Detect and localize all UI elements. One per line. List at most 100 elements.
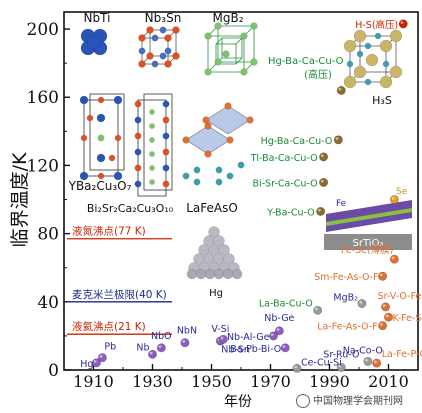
- atom-icon: [240, 68, 248, 76]
- data-point-highlight: [335, 137, 339, 140]
- atom-icon: [162, 180, 170, 188]
- data-label: Na-Co-O: [343, 345, 383, 356]
- atom-icon: [151, 34, 159, 42]
- atom-icon: [134, 164, 142, 172]
- se-layer: [326, 208, 412, 226]
- data-point: [333, 135, 343, 145]
- data-point: [357, 299, 367, 309]
- data-point: [313, 305, 323, 315]
- data-point-highlight: [400, 21, 404, 25]
- atom-icon: [162, 164, 170, 172]
- x-tick-label: 1990: [309, 372, 350, 391]
- atom-icon: [149, 137, 155, 143]
- atom-icon: [149, 109, 155, 115]
- atom-icon: [389, 65, 403, 79]
- data-label: V-Si: [211, 324, 229, 335]
- atom-icon: [346, 60, 354, 68]
- data-point-highlight: [220, 336, 224, 340]
- atom-icon: [86, 114, 94, 122]
- atom-icon: [134, 132, 142, 140]
- atom-icon: [162, 132, 170, 140]
- crystal-label: Hg: [209, 288, 223, 299]
- atom-icon: [240, 32, 248, 40]
- atom-icon: [162, 100, 170, 108]
- crystal-label: Bi₂Sr₂Ca₂Cu₃O₁₀: [87, 202, 174, 215]
- atom-icon: [215, 166, 223, 174]
- data-point-highlight: [365, 358, 368, 362]
- mercury-atom-icon: [208, 226, 220, 238]
- nb3sn-structure-icon: [138, 26, 180, 68]
- data-label: Tl-Ba-Ca-Cu-O: [250, 153, 318, 164]
- data-label: Fe-Se(薄膜): [341, 244, 394, 256]
- srtio3-label: SrTiO₃: [353, 238, 384, 249]
- crystal-label: (高压): [304, 68, 332, 81]
- atom-icon: [96, 113, 106, 123]
- atom-icon: [343, 39, 357, 53]
- y-tick-label: 160: [27, 88, 59, 108]
- data-point: [378, 271, 388, 281]
- atom-icon: [113, 95, 123, 105]
- atom-icon: [164, 34, 172, 42]
- x-tick-label: 2010: [368, 372, 409, 391]
- data-label: La-Fe-P-O: [382, 349, 422, 360]
- data-label: Nb-Al-Ge: [227, 332, 270, 343]
- data-point-highlight: [282, 345, 286, 348]
- mercury-atom-icon: [223, 253, 235, 265]
- atom-icon: [80, 134, 88, 142]
- data-point: [363, 356, 373, 366]
- axes: 0 40 80 120 160 200 1910 1930 1950 1970 1990 2010: [27, 11, 419, 391]
- h3s-structure-icon: [343, 29, 403, 89]
- atom-icon: [164, 47, 172, 55]
- mercury-atom-icon: [186, 268, 198, 280]
- data-point-highlight: [359, 300, 363, 304]
- atom-icon: [138, 34, 146, 42]
- data-point-highlight: [391, 256, 395, 260]
- atom-icon: [162, 148, 170, 156]
- data-point-highlight: [379, 273, 383, 277]
- data-point-highlight: [385, 314, 389, 318]
- atom-icon: [149, 123, 155, 129]
- crystal-label: MgB₂: [212, 11, 243, 25]
- data-label: Sm-Fe-As-O-F: [314, 272, 379, 283]
- atom-icon: [379, 39, 393, 53]
- atom-icon: [389, 29, 403, 43]
- ybco-structure-icon: [79, 93, 125, 181]
- atom-icon: [138, 60, 146, 68]
- unit-cell-frame: [137, 99, 167, 197]
- data-points: [91, 19, 408, 373]
- reference-lines: 液氮沸点(77 K) 麦克米兰极限(40 K) 液氦沸点(21 K): [67, 225, 172, 335]
- x-tick-label: 1970: [250, 372, 291, 391]
- atom-icon: [204, 68, 212, 76]
- data-label: Sr-V-O-Fe-As: [378, 291, 422, 302]
- atom-icon: [364, 78, 372, 86]
- atom-icon: [172, 52, 180, 60]
- atom-icon: [224, 102, 232, 110]
- atom-icon: [134, 148, 142, 156]
- srtio3-substrate: [324, 234, 412, 250]
- atom-icon: [159, 52, 167, 60]
- data-label: Ce-Cu-Si: [301, 357, 342, 368]
- crystal-label: Se: [396, 187, 408, 197]
- data-point: [336, 85, 346, 95]
- atom-icon: [146, 52, 154, 60]
- atom-icon: [149, 165, 155, 171]
- data-point: [274, 326, 284, 336]
- atom-icon: [172, 26, 180, 34]
- x-tick-label: 1910: [73, 372, 114, 391]
- unit-cell-frame: [89, 93, 125, 171]
- data-point: [148, 349, 158, 359]
- data-label: Pb: [104, 342, 116, 353]
- data-point-highlight: [149, 351, 153, 355]
- data-point-highlight: [379, 322, 383, 326]
- data-label: Y-Ba-Cu-O: [266, 207, 314, 218]
- atom-icon: [237, 161, 245, 169]
- data-label: Ba-Pb-Bi-O: [230, 344, 281, 355]
- atom-icon: [204, 150, 212, 158]
- data-point: [316, 206, 326, 216]
- data-label: La-Ba-Cu-O: [259, 298, 313, 309]
- data-point-highlight: [93, 360, 97, 363]
- mercury-atom-icon: [204, 268, 216, 280]
- data-label: MgB₂: [333, 293, 358, 304]
- atom-icon: [146, 26, 154, 34]
- data-label: NbO: [151, 331, 172, 342]
